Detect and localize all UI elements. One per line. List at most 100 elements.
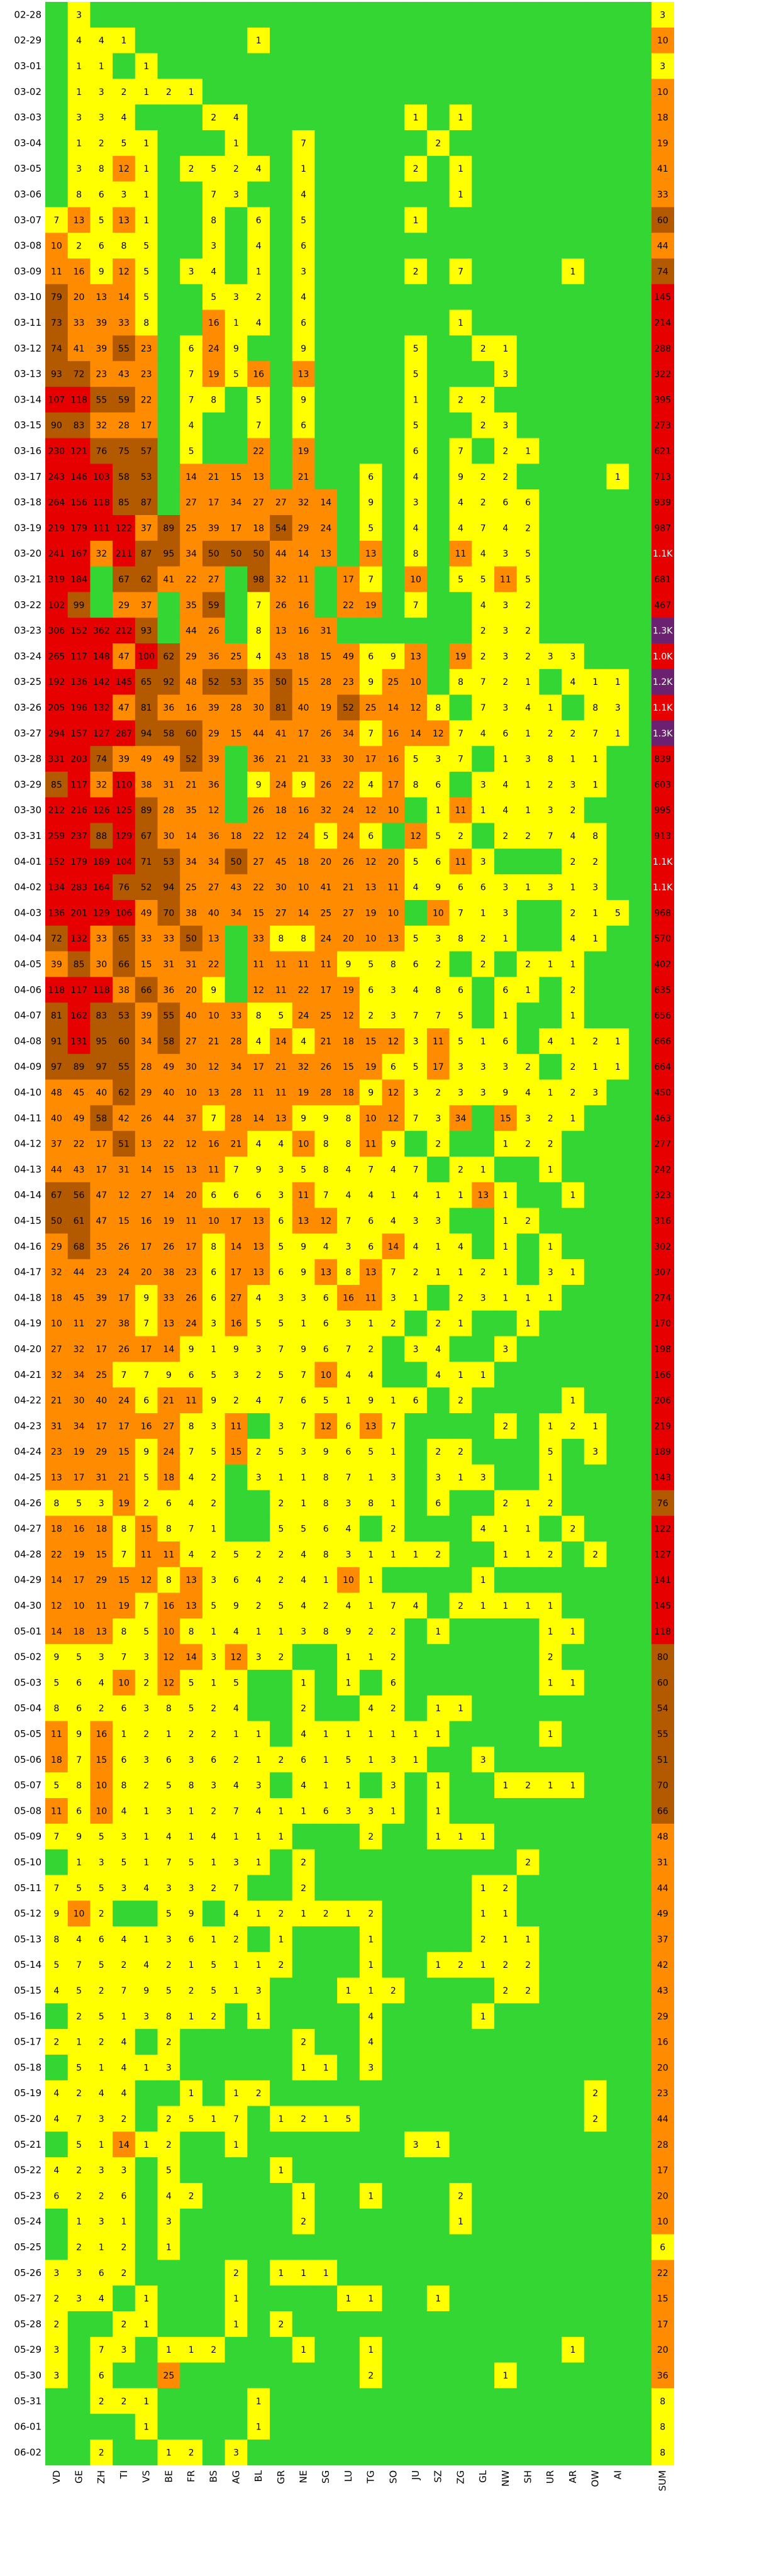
heatmap-cell [135,284,158,310]
heatmap-cell [45,1259,69,1285]
cell-label: 12 [410,703,421,713]
heatmap-cell [629,2106,652,2132]
sum-cell [651,669,674,695]
sum-cell-label: 8 [660,2448,665,2458]
heatmap-cell [494,1028,518,1055]
heatmap-cell [113,335,136,362]
heatmap-cell [314,797,338,823]
cell-label: 136 [48,908,65,918]
heatmap-cell [45,2234,69,2260]
heatmap-cell [562,1053,585,1080]
cell-label: 93 [51,370,62,380]
cell-label: 28 [231,1114,242,1124]
heatmap-cell [270,438,293,464]
cell-label: 17 [118,1421,130,1431]
heatmap-cell [472,1721,495,1747]
cell-label: 2 [458,2191,463,2201]
cell-label: 2 [525,960,531,970]
heatmap-cell [562,1592,585,1619]
heatmap-cell [90,361,113,387]
heatmap-cell [337,1362,360,1388]
cell-label: 1 [345,1986,351,1996]
cell-label: 8 [592,831,598,841]
cell-label: 2 [189,2191,194,2201]
sum-cell-label: 681 [654,575,671,585]
heatmap-cell [426,155,450,182]
cell-label: 28 [231,703,242,713]
cell-label: 2 [480,421,486,431]
cell-label: 1 [278,2166,284,2176]
y-tick-label: 04-24 [14,1446,42,1457]
cell-label: 2 [391,1986,396,1996]
heatmap-cell [270,1336,293,1362]
cell-label: 8 [323,1627,329,1637]
heatmap-cell [292,1387,315,1414]
cell-label: 4 [301,1729,306,1740]
heatmap-cell [135,720,158,747]
heatmap-cell [314,618,338,644]
sum-cell-label: 198 [654,1345,671,1355]
cell-label: 17 [343,575,354,585]
cell-label: 68 [74,1242,85,1252]
heatmap-cell [314,79,338,105]
cell-label: 5 [211,1601,216,1611]
cell-label: 59 [118,395,130,405]
cell-label: 11 [298,1191,309,1201]
heatmap-cell [225,104,248,131]
cell-label: 7 [548,831,553,841]
heatmap-cell [516,2234,540,2260]
cell-label: 3 [166,1806,172,1816]
cell-label: 2 [301,2114,306,2124]
cell-label: 1 [211,1678,216,1688]
heatmap-cell [606,1464,630,1491]
heatmap-cell [247,1157,270,1183]
heatmap-cell [180,900,203,926]
cell-label: 7 [458,729,463,739]
heatmap-cell [516,566,540,592]
cell-label: 22 [253,447,264,457]
heatmap-cell [382,1413,405,1440]
heatmap-cell [337,1310,360,1336]
heatmap-cell [359,489,382,516]
heatmap-cell [584,618,607,644]
cell-label: 3 [502,601,508,611]
cell-label: 5 [211,1447,216,1457]
heatmap-cell [337,309,360,336]
heatmap-cell [629,2029,652,2055]
heatmap-cell [404,1387,428,1414]
cell-label: 15 [231,472,242,482]
cell-label: 1 [458,190,463,200]
heatmap-cell [449,1875,472,1901]
heatmap-cell [180,130,203,157]
heatmap-cell [292,1951,315,1978]
sum-cell [651,823,674,849]
heatmap-cell [247,848,270,875]
heatmap-cell [337,643,360,670]
heatmap-cell [382,1182,405,1208]
heatmap-cell [629,1105,652,1131]
heatmap-cell [247,720,270,747]
cell-label: 13 [186,1575,197,1585]
heatmap-cell [67,772,91,798]
heatmap-cell [180,1310,203,1336]
heatmap-cell [180,1131,203,1157]
sum-cell [651,1079,674,1106]
cell-label: 36 [208,652,219,662]
heatmap-cell [270,592,293,618]
heatmap-cell [135,464,158,490]
heatmap-cell [449,823,472,849]
heatmap-cell [225,669,248,695]
heatmap-cell [516,900,540,926]
cell-label: 5 [278,1524,284,1535]
heatmap-cell [516,233,540,259]
heatmap-cell [562,772,585,798]
heatmap-cell [382,53,405,79]
heatmap-cell [516,1233,540,1260]
cell-label: 1 [76,62,82,72]
heatmap-cell [359,925,382,952]
cell-label: 1 [525,780,531,790]
heatmap-cell [225,1002,248,1029]
heatmap-cell [629,1131,652,1157]
heatmap-cell [472,1259,495,1285]
cell-label: 4 [301,1575,306,1585]
